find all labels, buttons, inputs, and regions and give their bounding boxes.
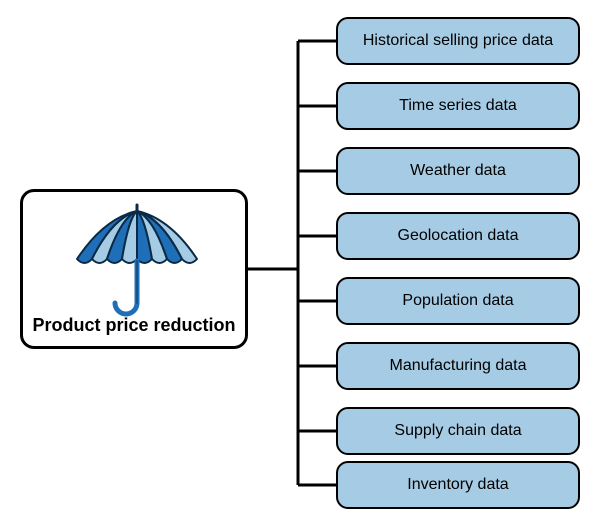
item-node: Manufacturing data [336,342,580,390]
item-node-label: Geolocation data [398,227,519,245]
diagram-canvas: Product price reduction Historical selli… [0,0,600,509]
umbrella-icon [69,203,205,323]
item-node: Geolocation data [336,212,580,260]
item-node-label: Supply chain data [394,422,521,440]
item-node-label: Time series data [399,97,517,115]
item-node-label: Inventory data [407,476,508,494]
main-node: Product price reduction [20,189,248,349]
item-node: Weather data [336,147,580,195]
item-node-label: Population data [402,292,513,310]
item-node-label: Historical selling price data [363,32,553,50]
item-node-label: Manufacturing data [390,357,527,375]
item-node-label: Weather data [410,162,506,180]
item-node: Inventory data [336,461,580,509]
item-node: Historical selling price data [336,17,580,65]
item-node: Time series data [336,82,580,130]
item-node: Population data [336,277,580,325]
item-node: Supply chain data [336,407,580,455]
